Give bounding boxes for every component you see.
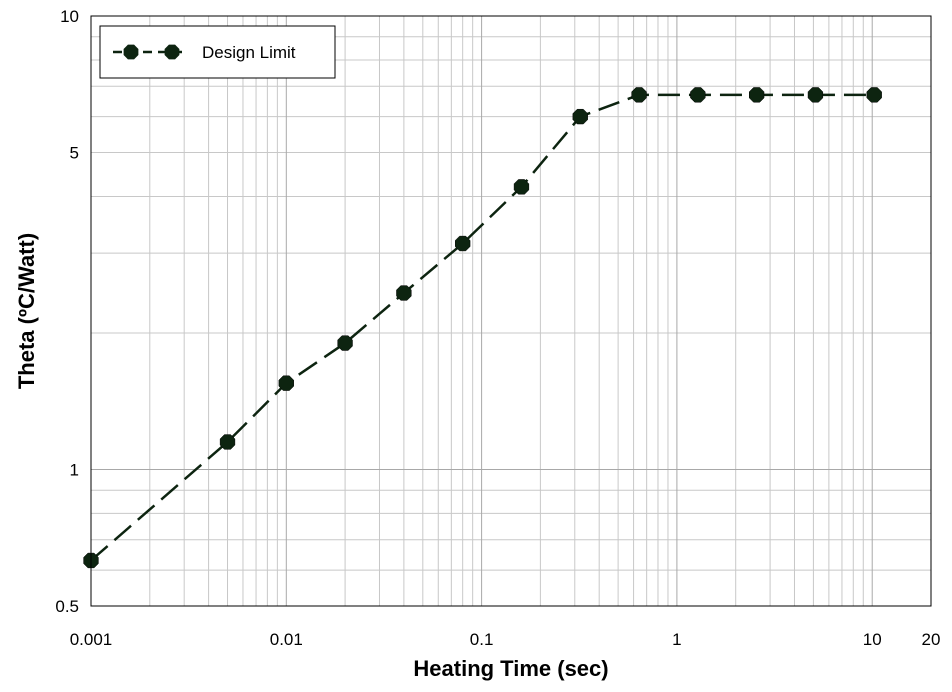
legend-box [99,25,336,79]
legend-label: Design Limit [202,43,296,62]
x-tick-label: 0.01 [270,630,303,649]
data-point [455,235,471,252]
data-point [219,434,236,450]
y-tick-label: 10 [60,7,79,26]
legend-marker [164,44,180,60]
y-tick-labels: 0.5 1 5 10 [55,7,79,616]
legend-marker [123,44,139,60]
x-tick-label: 20 [922,630,941,649]
data-point [396,285,412,301]
x-tick-label: 1 [672,630,681,649]
data-point [690,87,706,103]
data-point [866,87,882,103]
data-point [337,335,353,351]
x-axis-title: Heating Time (sec) [413,656,608,681]
y-axis-title: Theta (ºC/Watt) [14,233,39,389]
data-point [513,179,530,195]
series-layer [83,87,882,569]
x-tick-label: 10 [863,630,882,649]
minor-gridlines [91,16,932,606]
y-tick-label: 0.5 [55,597,79,616]
plot-border [90,15,932,607]
y-tick-label: 5 [70,144,79,163]
x-tick-label: 0.1 [470,630,494,649]
x-tick-labels: 0.001 0.01 0.1 1 10 20 [70,630,941,649]
data-point [807,87,824,103]
data-point [749,87,765,103]
data-point [278,375,294,391]
data-point [631,87,647,103]
plot-area [91,16,931,606]
y-tick-label: 1 [70,460,79,479]
x-tick-label: 0.001 [70,630,113,649]
legend: Design Limit [99,25,336,79]
data-point [572,108,588,125]
